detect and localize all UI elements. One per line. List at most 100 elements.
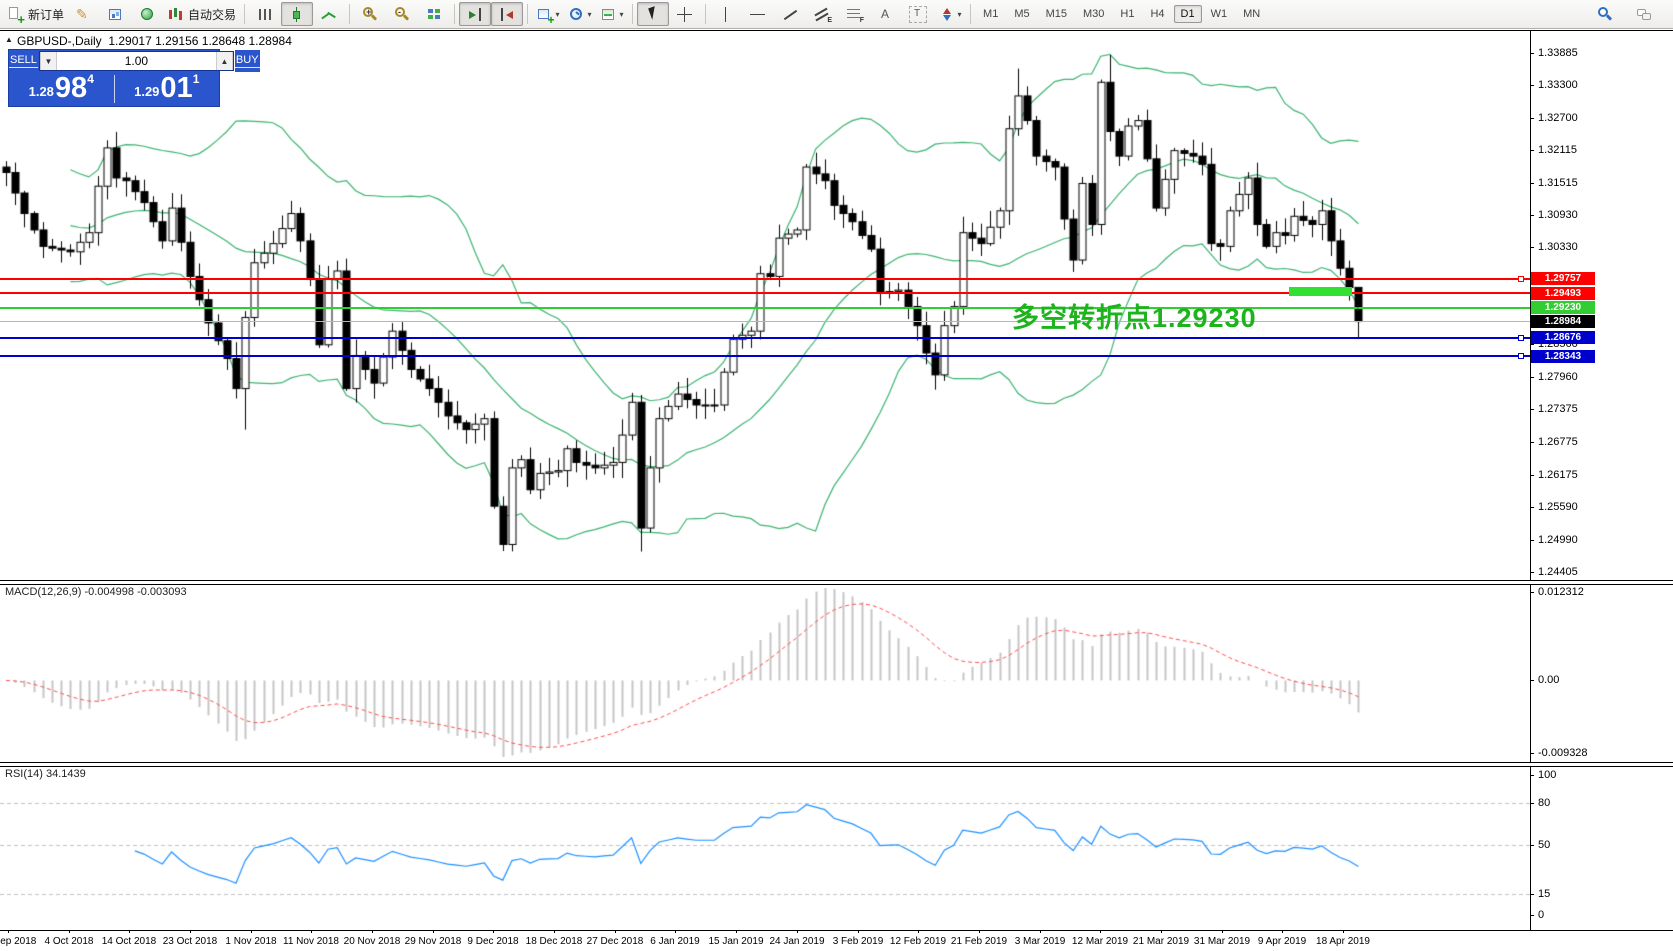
bars-icon — [257, 7, 273, 22]
timeframe-m1-button[interactable]: M1 — [983, 8, 999, 20]
search-button[interactable] — [1589, 2, 1621, 26]
crosshair-button[interactable] — [669, 2, 701, 26]
volume-increase-button[interactable]: ▲ — [215, 52, 233, 70]
date-label: 18 Apr 2019 — [1316, 936, 1370, 947]
horizontal-line-1.28676[interactable] — [0, 336, 1530, 339]
channel-button[interactable]: E — [806, 2, 838, 26]
annotation-text[interactable]: 多空转折点1.29230 — [1012, 303, 1257, 333]
tile-windows-icon — [426, 7, 442, 22]
collapse-trade-panel-button[interactable]: ▲ — [5, 35, 13, 44]
price-level-label-1.29230: 1.29230 — [1531, 301, 1595, 314]
time-tick — [736, 930, 737, 933]
date-label: 29 Nov 2018 — [404, 936, 462, 947]
price-tick — [1530, 475, 1534, 476]
tile-windows-button[interactable] — [418, 2, 450, 26]
timeframe-h1-button[interactable]: H1 — [1120, 8, 1135, 20]
line-handle[interactable] — [1518, 334, 1524, 341]
templates-button[interactable]: ▾ — [596, 2, 628, 26]
label-button[interactable] — [902, 2, 934, 26]
buy-button[interactable]: BUY — [234, 50, 260, 72]
price-tick — [1530, 118, 1534, 119]
timeframe-mn-button[interactable]: MN — [1243, 8, 1261, 20]
toolbar-separator — [527, 4, 529, 24]
line-handle[interactable] — [1518, 275, 1524, 282]
highlighter-button[interactable] — [68, 2, 100, 26]
chart-title: GBPUSD-,Daily 1.29017 1.29156 1.28648 1.… — [17, 34, 292, 48]
chart-shift-button[interactable] — [491, 2, 524, 26]
volume-input[interactable] — [56, 52, 216, 70]
sell-button[interactable]: SELL — [9, 50, 38, 72]
fibonacci-button[interactable]: F — [838, 2, 870, 26]
new-chart-icon — [537, 7, 555, 26]
time-tick — [69, 930, 70, 933]
dropdown-caret-icon: ▾ — [957, 9, 962, 19]
autotrading-button[interactable]: 自动交易 — [164, 2, 240, 26]
chat-button[interactable] — [1629, 2, 1661, 26]
vline-icon — [718, 6, 734, 22]
timeframe-h4-button[interactable]: H4 — [1150, 8, 1165, 20]
timeframe-d1-button[interactable]: D1 — [1173, 5, 1202, 23]
zoom-out-button[interactable]: - — [386, 2, 418, 26]
down-arrow-marker[interactable]: ↓ — [1355, 300, 1361, 314]
toolbar: 新订单 自动交易 +- ▾ ▾ ▾ EF ▾ M1 M5 M15 M30 H1 H4 D1 W1 MN — [0, 0, 1673, 29]
time-tick — [1100, 930, 1101, 933]
time-tick — [372, 930, 373, 933]
rsi-bottom-border — [0, 930, 1673, 931]
timeframe-w1-button[interactable]: W1 — [1210, 8, 1228, 20]
volume-decrease-button[interactable]: ▼ — [39, 52, 57, 70]
zoom-in-button[interactable]: + — [354, 2, 386, 26]
navigator-button[interactable] — [132, 2, 164, 26]
horizontal-line-1.29230[interactable] — [0, 306, 1530, 309]
date-label: 25 Sep 2018 — [0, 936, 37, 947]
trendline-button[interactable] — [774, 2, 806, 26]
timeframe-m5-button[interactable]: M5 — [1014, 8, 1030, 20]
price-tick — [1530, 150, 1534, 151]
price-tick-label: 1.31515 — [1538, 177, 1578, 189]
horizontal-line-1.29757[interactable] — [0, 277, 1530, 280]
auto-scroll-button[interactable] — [459, 2, 492, 26]
price-tick — [1530, 540, 1534, 541]
fibonacci-icon: F — [846, 7, 864, 24]
linechart-button[interactable] — [313, 2, 345, 26]
search-icon — [1597, 6, 1613, 22]
toolbar-separator — [454, 4, 456, 24]
line-handle[interactable] — [1518, 353, 1524, 360]
bars-button[interactable] — [249, 2, 281, 26]
buy-price-display[interactable]: 1.29 01 1 — [134, 72, 200, 104]
new-order-button[interactable]: 新订单 — [4, 2, 68, 26]
arrows-button[interactable]: ▾ — [934, 2, 966, 26]
horizontal-line-1.29493[interactable] — [0, 292, 1530, 295]
vline-button[interactable] — [710, 2, 742, 26]
horizontal-line-1.28343[interactable] — [0, 355, 1530, 358]
date-label: 14 Oct 2018 — [101, 936, 157, 947]
price-tick — [1530, 247, 1534, 248]
price-divider — [113, 75, 115, 103]
timeframe-m15-button[interactable]: M15 — [1045, 8, 1067, 20]
main-macd-splitter[interactable] — [0, 580, 1673, 585]
autotrading-icon — [168, 7, 184, 22]
timeframe-m30-button[interactable]: M30 — [1083, 8, 1105, 20]
text-icon — [878, 7, 894, 22]
rsi-tick-label: 15 — [1538, 888, 1551, 900]
toolbar-separator — [244, 4, 246, 24]
support-zone-rectangle[interactable] — [1289, 287, 1352, 296]
chart-window-button[interactable] — [100, 2, 132, 26]
price-chart-canvas[interactable] — [0, 0, 1530, 951]
sell-price-display[interactable]: 1.28 98 4 — [28, 72, 94, 104]
new-chart-button[interactable]: ▾ — [532, 2, 564, 26]
bid-price-line — [0, 321, 1530, 322]
candles-button[interactable] — [281, 2, 314, 26]
time-tick — [311, 930, 312, 933]
toolbar-separator — [970, 4, 972, 24]
profiles-button[interactable]: ▾ — [564, 2, 596, 26]
macd-rsi-splitter[interactable] — [0, 762, 1673, 767]
cursor-button[interactable] — [637, 2, 670, 26]
price-tick-label: 1.26175 — [1538, 469, 1578, 481]
chart-shift-icon — [499, 7, 515, 22]
macd-tick — [1530, 592, 1534, 593]
hline-button[interactable] — [742, 2, 774, 26]
zoom-in-icon: + — [362, 6, 378, 22]
text-button[interactable] — [870, 2, 902, 26]
channel-icon: E — [814, 7, 832, 24]
date-label: 12 Mar 2019 — [1071, 936, 1129, 947]
